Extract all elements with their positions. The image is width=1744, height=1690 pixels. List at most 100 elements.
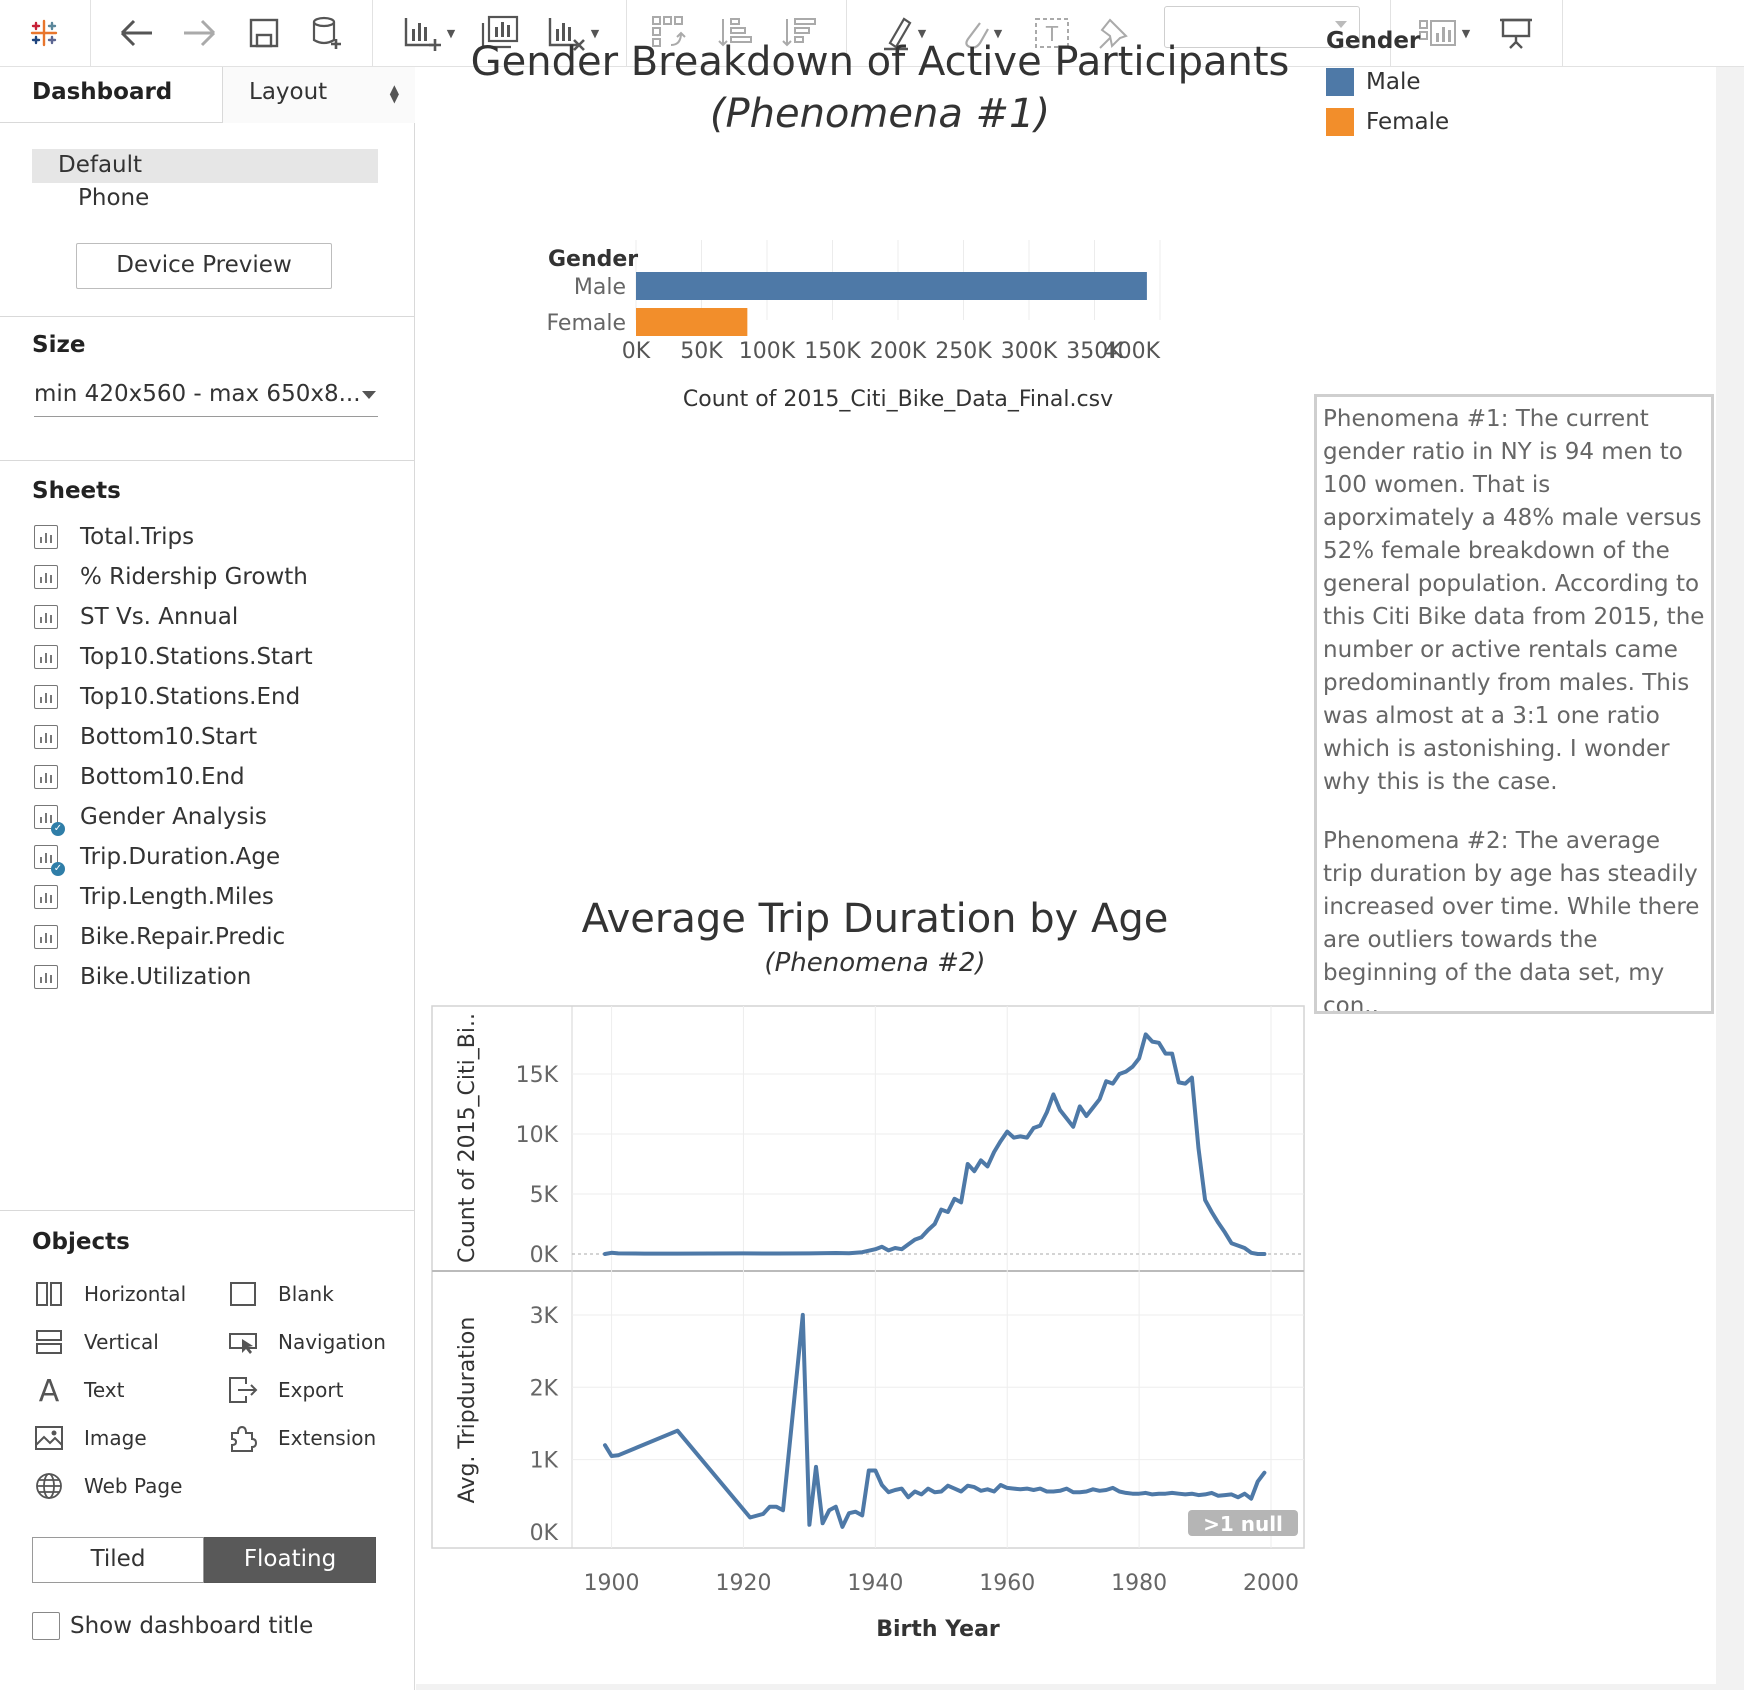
clear-sheet-icon[interactable]: ▼ — [538, 10, 608, 56]
object-web-page[interactable]: Web Page — [34, 1471, 182, 1501]
object-label: Export — [278, 1378, 344, 1402]
trip-duration-line-charts: 0K 5K 10K 15K Count of 2015_Citi_Bi.. 0K 1K 2K 3… — [431, 1005, 1305, 1640]
sheet-item[interactable]: Top10.Stations.Start — [34, 640, 313, 674]
divider — [0, 1210, 415, 1211]
worksheet-icon — [34, 765, 58, 789]
size-title: Size — [32, 332, 86, 358]
save-icon[interactable] — [244, 10, 284, 56]
x-axis-title: Birth Year — [876, 1617, 1000, 1640]
tab-layout-label: Layout — [249, 79, 328, 105]
vertical-container-icon — [34, 1327, 64, 1357]
new-worksheet-icon[interactable]: ▼ — [394, 10, 464, 56]
category-label: Female — [546, 311, 626, 336]
pin-icon[interactable] — [1094, 10, 1134, 56]
up-down-icon: ▲ ▼ — [389, 82, 399, 105]
group-icon[interactable]: ▼ — [950, 10, 1012, 56]
object-extension[interactable]: Extension — [228, 1423, 376, 1453]
redo-icon[interactable] — [178, 10, 222, 56]
sheet-item[interactable]: Bike.Utilization — [34, 960, 251, 994]
label-icon[interactable]: T — [1032, 10, 1072, 56]
y-tick-label: 2K — [530, 1376, 559, 1401]
worksheet-icon — [34, 925, 58, 949]
sheet-item[interactable]: % Ridership Growth — [34, 560, 308, 594]
show-title-label: Show dashboard title — [70, 1613, 314, 1639]
object-label: Web Page — [84, 1474, 183, 1498]
show-cards-icon[interactable]: ▼ — [1412, 10, 1476, 56]
text-icon: A — [34, 1375, 64, 1405]
sort-descending-icon[interactable] — [778, 10, 822, 56]
sheet-label: Bottom10.End — [80, 764, 245, 790]
toolbar-select[interactable] — [1164, 6, 1360, 48]
tiled-button[interactable]: Tiled — [32, 1537, 204, 1583]
device-preview-button[interactable]: Device Preview — [76, 243, 332, 289]
object-label: Navigation — [278, 1330, 386, 1354]
check-badge-icon: ✓ — [51, 862, 65, 876]
device-default[interactable]: Default — [32, 149, 378, 183]
web-page-icon — [34, 1471, 64, 1501]
size-dropdown[interactable]: min 420x560 - max 650x8... — [34, 381, 378, 417]
tableau-logo-icon[interactable] — [24, 10, 64, 56]
sheet-item[interactable]: Bottom10.End — [34, 760, 245, 794]
sheet-item[interactable]: ✓ Trip.Duration.Age — [34, 840, 280, 876]
sheet-label: Top10.Stations.End — [80, 684, 301, 710]
size-value: min 420x560 - max 650x8... — [34, 381, 361, 407]
x-axis-title: Count of 2015_Citi_Bike_Data_Final.csv — [683, 387, 1113, 412]
series-line — [603, 1032, 1267, 1256]
chevron-down-icon — [362, 391, 376, 399]
y-tick-label: 0K — [530, 1521, 559, 1546]
x-tick-label: 0K — [622, 339, 651, 364]
sheet-item[interactable]: Trip.Length.Miles — [34, 880, 274, 914]
object-blank[interactable]: Blank — [228, 1279, 334, 1309]
x-tick-label: 1980 — [1111, 1571, 1167, 1596]
sheet-item[interactable]: ✓ Gender Analysis — [34, 800, 267, 836]
x-tick-label: 250K — [935, 339, 992, 364]
object-horizontal[interactable]: Horizontal — [34, 1279, 186, 1309]
legend-swatch — [1326, 108, 1354, 136]
object-vertical[interactable]: Vertical — [34, 1327, 159, 1357]
y-tick-label: 0K — [530, 1243, 559, 1268]
x-tick-label: 400K — [1104, 339, 1161, 364]
presentation-icon[interactable] — [1496, 10, 1536, 56]
sheets-title: Sheets — [32, 478, 121, 504]
object-navigation[interactable]: Navigation — [228, 1327, 386, 1357]
device-phone[interactable]: Phone — [78, 185, 150, 211]
sheet-item[interactable]: Total.Trips — [34, 520, 194, 554]
sheet-label: Top10.Stations.Start — [80, 644, 313, 670]
sheet-item[interactable]: Bike.Repair.Predic — [34, 920, 285, 954]
object-label: Extension — [278, 1426, 377, 1450]
blank-icon — [228, 1279, 258, 1309]
object-image[interactable]: Image — [34, 1423, 147, 1453]
show-title-checkbox[interactable] — [32, 1612, 60, 1640]
worksheet-icon: ✓ — [34, 845, 65, 876]
worksheet-icon — [34, 725, 58, 749]
panel-tabs: Dashboard Layout ▲ ▼ — [0, 67, 415, 123]
phenomena-text-box[interactable]: Phenomena #1: The current gender ratio i… — [1314, 394, 1714, 1014]
tab-layout[interactable]: Layout ▲ ▼ — [222, 67, 415, 123]
chart-frame — [431, 1005, 1305, 1549]
row-header: Gender — [548, 247, 638, 272]
sheet-item[interactable]: Top10.Stations.End — [34, 680, 300, 714]
new-datasource-icon[interactable] — [306, 10, 348, 56]
object-export[interactable]: Export — [228, 1375, 343, 1405]
floating-button[interactable]: Floating — [204, 1537, 376, 1583]
sheet-label: Bottom10.Start — [80, 724, 258, 750]
duplicate-sheet-icon[interactable] — [478, 10, 522, 56]
worksheet-icon — [34, 645, 58, 669]
sort-ascending-icon[interactable] — [714, 10, 758, 56]
gender-chart-title-sub: (Phenomena #1) — [709, 91, 1051, 137]
sheet-label: ST Vs. Annual — [80, 604, 239, 630]
legend-item-female[interactable]: Female — [1326, 102, 1449, 142]
sheet-item[interactable]: ST Vs. Annual — [34, 600, 238, 634]
null-indicator-label: >1 null — [1203, 1512, 1283, 1536]
highlight-icon[interactable]: ▼ — [874, 10, 934, 56]
legend-item-male[interactable]: Male — [1326, 62, 1449, 102]
show-dashboard-title[interactable]: Show dashboard title — [32, 1612, 313, 1640]
check-badge-icon: ✓ — [51, 822, 65, 836]
object-text[interactable]: A Text — [34, 1375, 125, 1405]
series-line — [603, 1312, 1267, 1529]
swap-icon[interactable] — [648, 10, 692, 56]
sheet-item[interactable]: Bottom10.Start — [34, 720, 257, 754]
legend-label: Female — [1366, 109, 1450, 135]
undo-icon[interactable] — [114, 10, 158, 56]
tab-dashboard[interactable]: Dashboard — [32, 79, 173, 105]
